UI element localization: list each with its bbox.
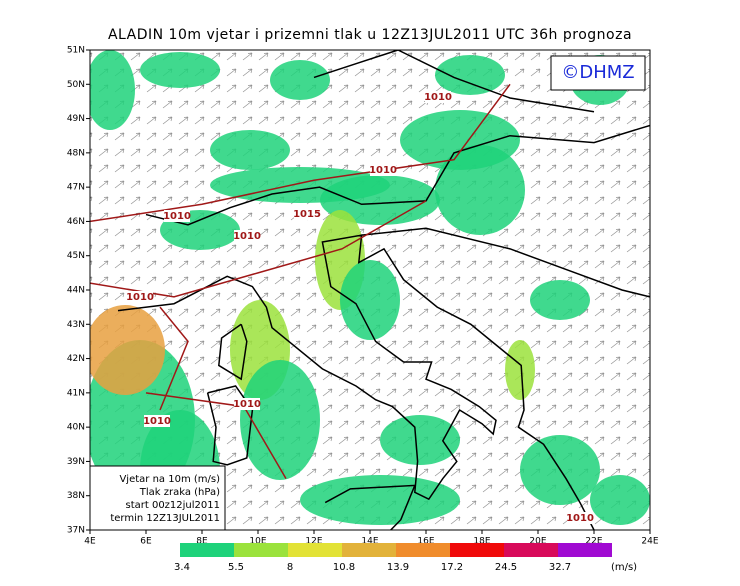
lon-label: 6E: [140, 537, 152, 547]
info-box: Vjetar na 10m (m/s) Tlak zraka (hPa) start…: [89, 465, 226, 531]
wind-patch: [300, 475, 460, 525]
wind-patch: [90, 50, 135, 130]
colorbar-label: 32.7: [549, 562, 571, 573]
isobar-label: 1010: [369, 165, 397, 176]
coastline: [145, 124, 650, 226]
wind-patch: [435, 145, 525, 235]
info-line: Tlak zraka (hPa): [139, 487, 220, 498]
wind-patch: [240, 360, 320, 480]
colorbar-label: 3.4: [174, 562, 190, 573]
isobar-label: 1010: [566, 513, 594, 524]
colorbar-label: 5.5: [228, 562, 244, 573]
coastline: [206, 385, 254, 466]
isobar-label: 1015: [293, 209, 321, 220]
lat-label: 37N: [67, 526, 85, 536]
wind-patch: [435, 55, 505, 95]
lat-label: 47N: [67, 183, 85, 193]
wind-patch: [140, 52, 220, 88]
colorbar-label: 17.2: [441, 562, 463, 573]
colorbar-label: 10.8: [333, 562, 355, 573]
isobar-label-bg: [234, 398, 260, 410]
lon-label: 18E: [473, 537, 490, 547]
logo: ©DHMZ: [561, 62, 634, 83]
wind-patch: [530, 280, 590, 320]
lat-label: 39N: [67, 457, 85, 467]
lat-label: 41N: [67, 388, 85, 398]
lon-label: 14E: [361, 537, 378, 547]
colorbar-swatch: [504, 543, 558, 557]
info-line: termin 12Z13JUL2011: [110, 513, 220, 524]
isobar: [159, 306, 189, 411]
lon-label: 24E: [641, 537, 658, 547]
lon-label: 20E: [529, 537, 546, 547]
isobar-label: 1010: [163, 211, 191, 222]
coastline: [218, 323, 248, 381]
isobar-label: 1010: [424, 92, 452, 103]
isobar-label-bg: [164, 210, 190, 222]
lon-label: 8E: [196, 537, 208, 547]
wind-patch: [590, 475, 650, 525]
isobar-label: 1010: [233, 399, 261, 410]
coastline: [117, 234, 595, 530]
lat-label: 45N: [67, 251, 85, 261]
isobar-label-bg: [425, 91, 451, 103]
wind-patch: [210, 130, 290, 170]
colorbar-swatch: [558, 543, 612, 557]
isobar-label-bg: [144, 415, 170, 427]
coastline: [313, 50, 595, 113]
colorbar-swatch: [288, 543, 342, 557]
wind-patch: [270, 60, 330, 100]
lat-label: 49N: [67, 114, 85, 124]
isobar-label-bg: [234, 230, 260, 242]
isobar-label-bg: [294, 208, 320, 220]
info-line: Vjetar na 10m (m/s): [119, 474, 220, 485]
info-box-frame: [89, 465, 226, 531]
info-line: start 00z12jul2011: [125, 500, 220, 511]
wind-patch: [505, 340, 535, 400]
lat-label: 43N: [67, 320, 85, 330]
logo-box: [550, 55, 646, 91]
colorbar-label: 13.9: [387, 562, 409, 573]
lat-label: 46N: [67, 217, 85, 227]
lon-label: 4E: [84, 537, 96, 547]
colorbar-swatch: [234, 543, 288, 557]
wind-patch: [340, 260, 400, 340]
lon-label: 12E: [305, 537, 322, 547]
lon-label: 22E: [585, 537, 602, 547]
colorbar-swatch: [180, 543, 234, 557]
lon-label: 10E: [249, 537, 266, 547]
title: ALADIN 10m vjetar i prizemni tlak u 12Z1…: [108, 27, 632, 43]
isobar-label: 1010: [233, 231, 261, 242]
coastline: [324, 484, 416, 530]
map: 1010 1010 1010 1015 1010 1010 1010 1010 1010: [90, 50, 650, 530]
wind-patch: [90, 305, 165, 395]
lat-label: 48N: [67, 148, 85, 158]
lon-label: 16E: [417, 537, 434, 547]
isobar-label-bg: [370, 164, 396, 176]
isobar-label: 1010: [126, 292, 154, 303]
isobar-label: 1010: [143, 416, 171, 427]
lat-label: 44N: [67, 286, 85, 296]
colorbar-swatch: [396, 543, 450, 557]
isobar-label-bg: [567, 512, 593, 524]
colorbar-swatch: [450, 543, 504, 557]
colorbar-label: 8: [287, 562, 293, 573]
colorbar-swatch: [342, 543, 396, 557]
lat-label: 38N: [67, 491, 85, 501]
lat-label: 50N: [67, 80, 85, 90]
isobar-label-bg: [127, 291, 153, 303]
coastline: [361, 227, 650, 298]
lat-label: 42N: [67, 354, 85, 364]
colorbar-unit: (m/s): [611, 562, 637, 573]
lat-label: 40N: [67, 423, 85, 433]
wind-patch: [380, 415, 460, 465]
wind-patch: [320, 175, 440, 225]
lat-label: 51N: [67, 46, 85, 56]
colorbar-label: 24.5: [495, 562, 517, 573]
